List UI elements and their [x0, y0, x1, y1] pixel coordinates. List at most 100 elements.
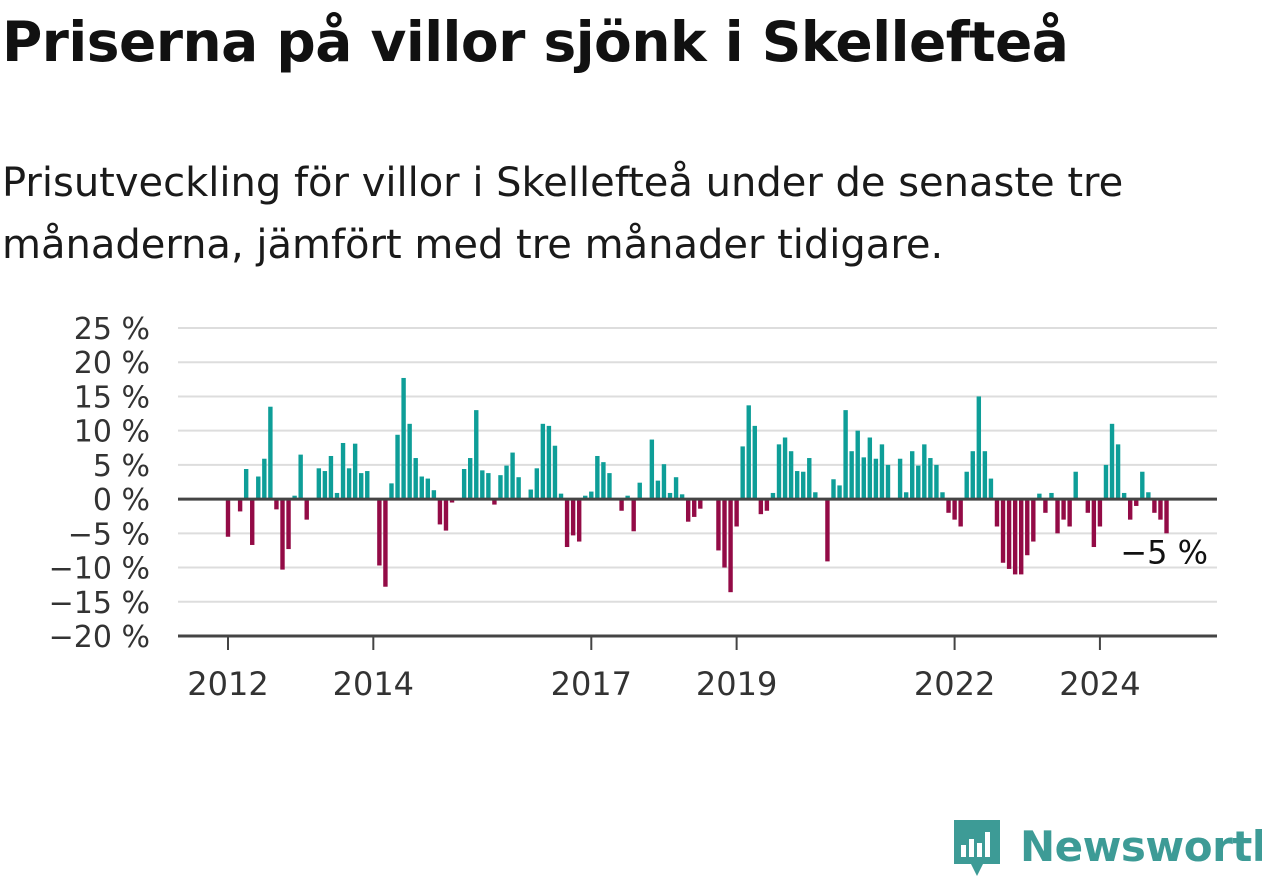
bar: [722, 499, 727, 568]
bar: [879, 444, 885, 500]
bar: [807, 458, 812, 500]
bar: [1109, 423, 1115, 500]
bar: [855, 430, 860, 500]
bar: [928, 458, 933, 500]
bar: [825, 499, 830, 562]
bar: [637, 482, 642, 500]
bar: [474, 410, 479, 500]
x-tick-label: 2019: [696, 665, 777, 703]
bar: [1152, 499, 1157, 513]
bar: [1025, 499, 1030, 556]
bar: [1146, 492, 1151, 500]
bar: [849, 451, 854, 500]
bar: [352, 443, 358, 500]
bar: [540, 423, 546, 500]
bar: [716, 499, 721, 551]
bar: [1043, 499, 1048, 513]
bar: [764, 499, 770, 511]
bar: [528, 489, 533, 500]
bar: [1037, 493, 1042, 500]
brand-name: Newsworthy: [1020, 822, 1262, 871]
bar: [461, 469, 467, 500]
bar: [340, 442, 346, 500]
bar: [788, 451, 794, 500]
axes: [178, 497, 1217, 638]
bar: [940, 492, 945, 500]
bar: [1085, 499, 1091, 513]
bar: [1140, 471, 1145, 500]
bar: [407, 423, 412, 500]
bar: [837, 485, 842, 500]
bar: [782, 437, 788, 500]
bar: [994, 499, 1000, 527]
bar: [595, 455, 600, 500]
bar: [1103, 464, 1109, 500]
bar: [359, 473, 364, 500]
bar: [1019, 499, 1024, 575]
bar: [698, 499, 703, 509]
bar: [976, 396, 982, 500]
bar: [746, 405, 751, 500]
bar: [1127, 499, 1133, 520]
bar: [770, 492, 776, 500]
bar: [437, 499, 443, 525]
bar: [443, 499, 449, 531]
y-tick-label: −10 %: [49, 552, 150, 587]
y-tick-label: −15 %: [49, 586, 150, 621]
bar: [673, 477, 679, 500]
bar: [1055, 499, 1060, 534]
y-tick-label: 15 %: [74, 380, 150, 415]
bar: [413, 458, 418, 500]
bar: [1006, 499, 1012, 569]
bar: [431, 490, 437, 500]
x-tick-label: 2014: [333, 665, 414, 703]
bar: [661, 464, 667, 500]
bar: [383, 499, 388, 587]
bar: [516, 477, 521, 500]
bar: [534, 468, 540, 500]
bar: [728, 499, 733, 593]
bar: [492, 499, 497, 505]
y-tick-label: −20 %: [49, 620, 150, 655]
bar: [292, 495, 297, 500]
bar: [1000, 499, 1006, 563]
bar: [510, 452, 515, 500]
bar: [867, 437, 873, 500]
bar: [1097, 499, 1103, 527]
bar: [1049, 492, 1054, 500]
bar: [794, 471, 800, 500]
bar: [425, 478, 431, 500]
bar: [419, 476, 424, 500]
bar: [1091, 499, 1097, 548]
bar: [601, 462, 606, 500]
bar: [286, 499, 291, 550]
bar: [988, 478, 994, 500]
bar: [486, 473, 491, 500]
y-gridlines: [178, 327, 1217, 603]
bar: [304, 499, 309, 520]
bar: [250, 499, 255, 545]
bar: [274, 499, 279, 510]
bar: [607, 473, 612, 500]
bar: [570, 499, 576, 536]
bar: [685, 499, 691, 522]
bar: [1121, 492, 1127, 500]
y-tick-label: 10 %: [74, 415, 150, 450]
bar: [667, 492, 673, 500]
bar: [964, 471, 969, 500]
bar: [401, 377, 406, 500]
bar: [1115, 444, 1121, 500]
brand: Newsworthy: [950, 818, 1262, 880]
bar: [873, 458, 879, 500]
y-tick-label: −5 %: [68, 517, 150, 552]
bar: [922, 444, 927, 500]
bar: [910, 451, 915, 500]
bar: [831, 479, 836, 500]
bar: [298, 454, 303, 500]
bar: [679, 494, 685, 500]
bar: [1158, 499, 1163, 520]
bar: [389, 483, 394, 500]
bar: [243, 469, 249, 500]
bar: [583, 495, 588, 500]
bar: [280, 499, 285, 570]
